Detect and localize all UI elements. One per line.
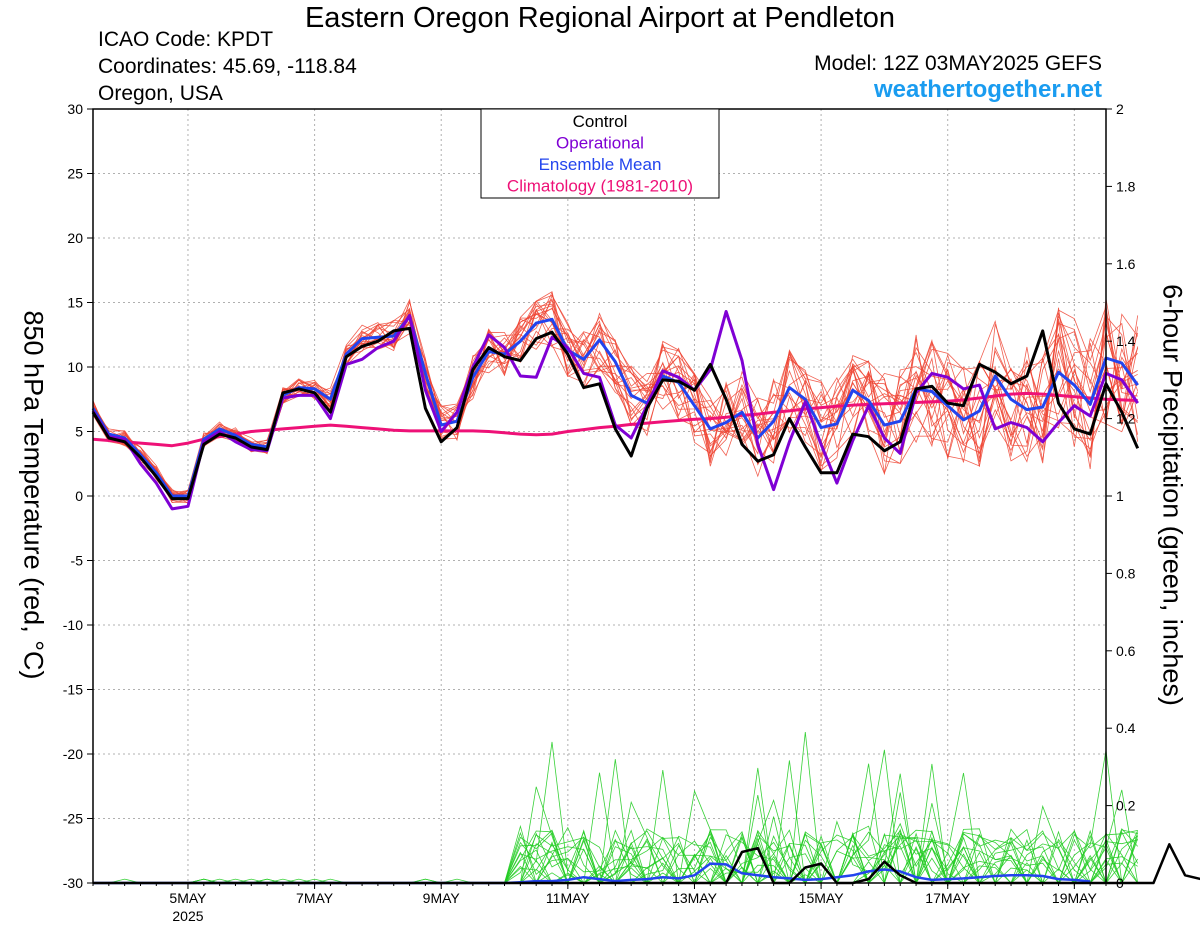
temp-member-line xyxy=(92,316,1139,497)
tick-label-x: 5MAY xyxy=(169,890,207,906)
tick-label-y-right: 1 xyxy=(1116,488,1124,504)
tick-sublabel-x: 2025 xyxy=(172,908,203,924)
grid-lines xyxy=(93,109,1106,883)
temp-member-line xyxy=(92,300,1139,499)
tick-label-y-right: 1.4 xyxy=(1116,333,1136,349)
tick-label-y-right: 0.6 xyxy=(1116,643,1136,659)
temp-member-line xyxy=(92,308,1139,499)
model-run: Model: 12Z 03MAY2025 GEFS xyxy=(814,52,1102,75)
tick-label-y-left: -5 xyxy=(71,553,84,569)
tick-label-y-left: 25 xyxy=(67,166,83,182)
tick-label-y-left: -15 xyxy=(63,682,83,698)
precip-member-line xyxy=(93,760,1139,885)
tick-label-x: 7MAY xyxy=(296,890,334,906)
temp-member-line xyxy=(92,294,1139,494)
legend-entry: Ensemble Mean xyxy=(539,155,662,174)
tick-label-y-left: 15 xyxy=(67,295,83,311)
precip-member-line xyxy=(93,731,1138,885)
temp-member-line xyxy=(92,306,1138,501)
location: Oregon, USA xyxy=(98,82,223,105)
ensemble-members xyxy=(92,291,1139,885)
tick-label-y-left: -30 xyxy=(63,875,83,891)
tick-label-x: 11MAY xyxy=(546,890,590,906)
tick-label-y-right: 1.8 xyxy=(1116,178,1136,194)
tick-label-y-left: 30 xyxy=(67,101,83,117)
tick-label-y-right: 0 xyxy=(1116,875,1124,891)
precip-member-line xyxy=(93,749,1138,885)
tick-label-y-right: 2 xyxy=(1116,101,1124,117)
tick-label-x: 13MAY xyxy=(672,890,718,906)
chart-title: Eastern Oregon Regional Airport at Pendl… xyxy=(304,2,896,34)
coordinates: Coordinates: 45.69, -118.84 xyxy=(98,55,357,78)
temp-member-line xyxy=(92,298,1138,494)
tick-label-x: 19MAY xyxy=(1052,890,1098,906)
icao-code: ICAO Code: KPDT xyxy=(98,28,274,51)
tick-label-y-right: 1.2 xyxy=(1116,411,1136,427)
tick-label-y-left: 5 xyxy=(75,424,83,440)
tick-label-y-left: -10 xyxy=(63,617,83,633)
legend-entry: Operational xyxy=(556,134,644,153)
legend-entry: Climatology (1981-2010) xyxy=(507,177,693,196)
tick-label-y-left: -20 xyxy=(63,746,83,762)
legend-entry: Control xyxy=(573,112,628,131)
precip-member-line xyxy=(93,750,1138,884)
tick-label-y-right: 1.6 xyxy=(1116,256,1136,272)
tick-label-y-right: 0.2 xyxy=(1116,798,1136,814)
tick-label-x: 9MAY xyxy=(423,890,461,906)
tick-label-y-right: 0.4 xyxy=(1116,720,1136,736)
precip-member-line xyxy=(93,759,1139,884)
tick-label-y-left: 0 xyxy=(75,488,83,504)
temp-member-line xyxy=(92,299,1139,500)
legend-box xyxy=(480,108,720,199)
precip-member-line xyxy=(93,763,1138,885)
tick-label-y-left: 10 xyxy=(67,359,83,375)
tick-labels: 302520151050-5-10-15-20-25-3021.81.61.41… xyxy=(63,101,1136,924)
site-link[interactable]: weathertogether.net xyxy=(873,76,1102,103)
temp-member-line xyxy=(92,308,1139,495)
tick-label-y-left: -25 xyxy=(63,811,83,827)
temp-member-line xyxy=(92,298,1138,500)
legend: Control Operational Ensemble Mean Climatolo… xyxy=(480,108,720,199)
series-climatology-1981-2010 xyxy=(92,391,1138,448)
series-control xyxy=(91,326,1140,501)
tick-label-x: 17MAY xyxy=(925,890,971,906)
tick-label-x: 15MAY xyxy=(799,890,845,906)
tick-label-y-right: 0.8 xyxy=(1116,565,1136,581)
tick-label-y-left: 20 xyxy=(67,230,83,246)
